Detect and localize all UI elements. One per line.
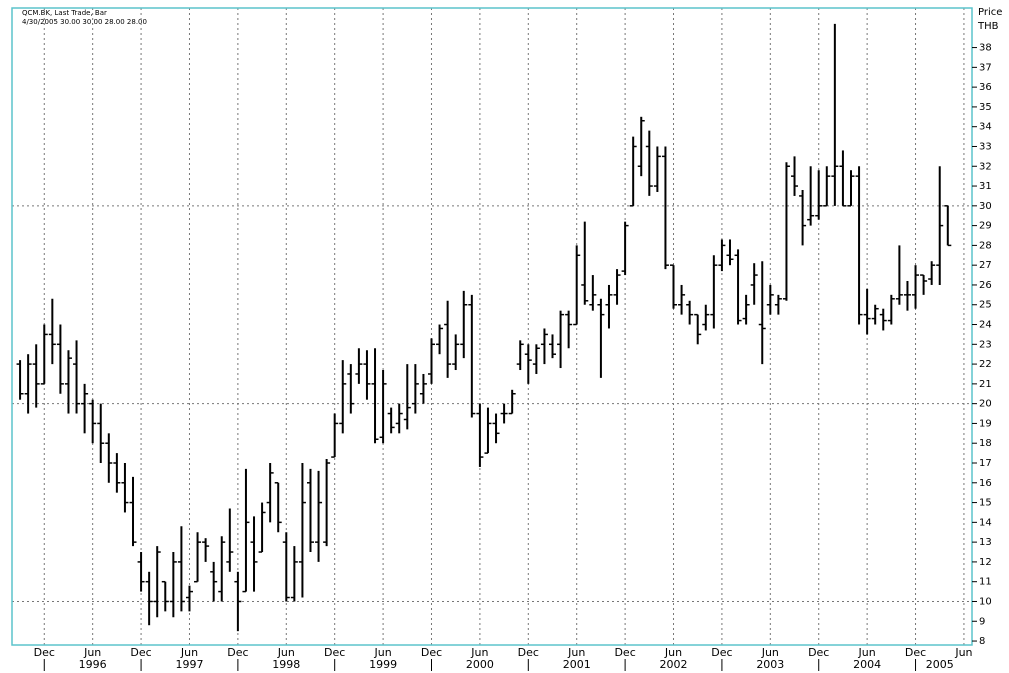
y-tick-label: 35: [979, 102, 992, 113]
background: [0, 0, 1009, 673]
y-tick-label: 13: [979, 537, 992, 548]
year-label: 1996: [79, 658, 107, 671]
chart: QCM.BK, Last Trade, Bar 4/30/2005 30.00 …: [0, 0, 1009, 673]
y-tick-label: 30: [979, 201, 992, 212]
x-tick-label: Jun: [954, 646, 972, 659]
year-label: 2000: [466, 658, 494, 671]
year-label: 2001: [563, 658, 591, 671]
x-tick-label: Dec: [808, 646, 829, 659]
y-tick-label: 27: [979, 260, 992, 271]
year-label: 2004: [853, 658, 881, 671]
year-label: 1999: [369, 658, 397, 671]
x-tick-label: Dec: [518, 646, 539, 659]
year-label: 1997: [175, 658, 203, 671]
y-tick-label: 22: [979, 359, 992, 370]
y-tick-label: 34: [979, 122, 992, 133]
x-tick-label: Dec: [711, 646, 732, 659]
y-tick-label: 19: [979, 418, 992, 429]
y-tick-label: 21: [979, 379, 992, 390]
y-axis-unit: THB: [977, 21, 999, 32]
y-tick-label: 18: [979, 438, 992, 449]
x-tick-label: Dec: [324, 646, 345, 659]
chart-title: QCM.BK, Last Trade, Bar: [22, 9, 107, 17]
y-axis-label: Price: [978, 7, 1002, 18]
y-tick-label: 32: [979, 161, 992, 172]
y-tick-label: 8: [979, 636, 985, 647]
y-tick-label: 25: [979, 300, 992, 311]
x-tick-label: Dec: [614, 646, 635, 659]
year-label: 2002: [660, 658, 688, 671]
y-tick-label: 23: [979, 339, 992, 350]
chart-subtitle: 4/30/2005 30.00 30.00 28.00 28.00: [22, 18, 147, 26]
y-tick-label: 12: [979, 557, 992, 568]
year-label: 1998: [272, 658, 300, 671]
y-tick-label: 29: [979, 221, 992, 232]
y-tick-label: 16: [979, 478, 992, 489]
y-tick-label: 28: [979, 240, 992, 251]
x-tick-label: Dec: [130, 646, 151, 659]
x-tick-label: Dec: [34, 646, 55, 659]
y-tick-label: 31: [979, 181, 992, 192]
y-tick-label: 38: [979, 43, 992, 54]
y-tick-label: 26: [979, 280, 992, 291]
y-tick-label: 10: [979, 596, 992, 607]
x-tick-label: Dec: [227, 646, 248, 659]
year-label: 2003: [756, 658, 784, 671]
y-tick-label: 9: [979, 616, 985, 627]
year-label: 2005: [926, 658, 954, 671]
y-tick-label: 20: [979, 399, 992, 410]
y-tick-label: 15: [979, 498, 992, 509]
x-tick-label: Dec: [421, 646, 442, 659]
y-tick-label: 11: [979, 577, 992, 588]
y-tick-label: 37: [979, 62, 992, 73]
y-tick-label: 17: [979, 458, 992, 469]
y-tick-label: 36: [979, 82, 992, 93]
y-tick-label: 14: [979, 517, 992, 528]
x-tick-label: Dec: [905, 646, 926, 659]
y-tick-label: 33: [979, 141, 992, 152]
y-tick-label: 24: [979, 320, 992, 331]
